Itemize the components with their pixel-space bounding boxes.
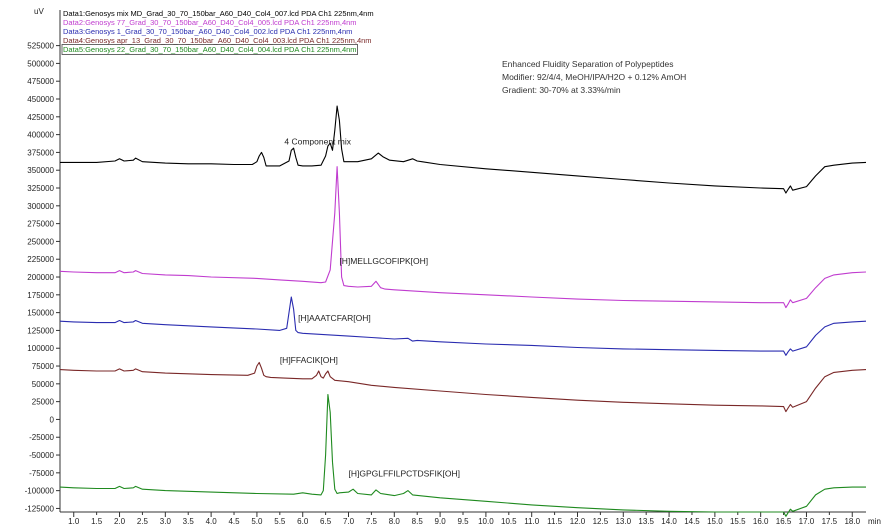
y-tick-label: 150000 xyxy=(27,309,54,318)
y-tick-label: 75000 xyxy=(32,362,55,371)
trace-annotation-5: [H]GPGLFFILPCTDSFIK[OH] xyxy=(349,468,460,478)
trace-annotation-3: [H]AAATCFAR[OH] xyxy=(298,313,371,323)
axes-layer: uV -125000 -100000 -75000 -50000 -25000 0 25000… xyxy=(25,7,881,526)
legend-entry-5: Data5:Genosys 22_Grad_30_70_150bar_A60_D… xyxy=(63,45,357,54)
y-tick-label: 525000 xyxy=(27,42,54,51)
x-tick-label: 9.0 xyxy=(435,517,447,525)
x-tick-label: 4.0 xyxy=(206,517,218,525)
series-trace-5 xyxy=(59,393,866,517)
x-tick-label: 8.0 xyxy=(389,517,401,525)
x-tick-label: 17.0 xyxy=(799,517,815,525)
x-tick-label: 13.5 xyxy=(638,517,654,525)
legend-layer: Data1:Genosys mix MD_Grad_30_70_150bar_A… xyxy=(61,9,374,55)
y-tick-label: 25000 xyxy=(32,398,55,407)
x-tick-label: 3.0 xyxy=(160,517,172,525)
x-tick-label: 11.5 xyxy=(547,517,563,525)
y-tick-label: 175000 xyxy=(27,291,54,300)
series-trace-3 xyxy=(59,296,867,356)
series-trace-4 xyxy=(59,361,867,413)
y-tick-label: -125000 xyxy=(25,504,55,513)
trace-annotation-1: 4 Component mix xyxy=(284,137,351,147)
x-tick-label: 10.5 xyxy=(501,517,517,525)
legend-entry-2: Data2:Genosys 77_Grad_30_70_150bar_A60_D… xyxy=(63,18,357,27)
x-tick-label: 7.0 xyxy=(343,517,355,525)
y-tick-label: -75000 xyxy=(29,469,54,478)
x-tick-label: 13.0 xyxy=(615,517,631,525)
legend-entry-1: Data1:Genosys mix MD_Grad_30_70_150bar_A… xyxy=(63,9,374,18)
y-tick-label: 50000 xyxy=(32,380,55,389)
method-note-3: Gradient: 30-70% at 3.33%/min xyxy=(502,85,621,95)
notes-layer: Enhanced Fluidity Separation of Polypept… xyxy=(502,59,686,95)
legend-selection-box xyxy=(61,44,358,55)
y-tick-label: 0 xyxy=(50,415,55,424)
y-tick-label: 100000 xyxy=(27,344,54,353)
trace-annotation-2: [H]MELLGCOFIPK[OH] xyxy=(339,256,428,266)
y-tick-label: -50000 xyxy=(29,451,54,460)
x-tick-label: 12.5 xyxy=(593,517,609,525)
x-tick-label: 4.5 xyxy=(228,517,240,525)
x-tick-label: 16.5 xyxy=(776,517,792,525)
y-tick-label: 450000 xyxy=(27,95,54,104)
y-tick-label: 425000 xyxy=(27,113,54,122)
y-unit-label: uV xyxy=(34,7,44,16)
method-note-2: Modifier: 92/4/4, MeOH/IPA/H2O + 0.12% A… xyxy=(502,72,686,82)
x-tick-label: 8.5 xyxy=(412,517,424,525)
y-tick-label: 475000 xyxy=(27,77,54,86)
x-tick-label: 15.5 xyxy=(730,517,746,525)
y-tick-label: -25000 xyxy=(29,433,54,442)
x-tick-label: 5.0 xyxy=(251,517,263,525)
y-tick-label: 500000 xyxy=(27,59,54,68)
x-tick-label: 6.5 xyxy=(320,517,332,525)
x-tick-label: 14.0 xyxy=(661,517,677,525)
x-tick-label: 5.5 xyxy=(274,517,286,525)
x-tick-label: 6.0 xyxy=(297,517,309,525)
x-tick-label: 2.5 xyxy=(137,517,149,525)
y-tick-label: 225000 xyxy=(27,255,54,264)
y-tick-label: 250000 xyxy=(27,237,54,246)
y-tick-label: 275000 xyxy=(27,220,54,229)
x-tick-label: 11.0 xyxy=(524,517,540,525)
x-tick-label: 14.5 xyxy=(684,517,700,525)
y-tick-label: 300000 xyxy=(27,202,54,211)
annotation-layer: 4 Component mix [H]MELLGCOFIPK[OH] [H]AAAT… xyxy=(280,137,460,479)
x-tick-label: 12.0 xyxy=(570,517,586,525)
x-tick-label: 1.0 xyxy=(68,517,80,525)
legend-entry-3: Data3:Genosys 1_Grad_30_70_150bar_A60_D4… xyxy=(63,27,352,36)
x-tick-label: 1.5 xyxy=(91,517,103,525)
series-trace-2 xyxy=(59,166,867,309)
x-tick-label: 2.0 xyxy=(114,517,126,525)
x-unit-label: min xyxy=(868,517,881,525)
x-tick-label: 16.0 xyxy=(753,517,769,525)
series-trace-1 xyxy=(60,105,867,194)
x-tick-label: 3.5 xyxy=(183,517,195,525)
trace-annotation-4: [H]FFACIK[OH] xyxy=(280,355,338,365)
x-tick-label: 18.0 xyxy=(844,517,860,525)
x-tick-label: 17.5 xyxy=(822,517,838,525)
y-tick-label: 325000 xyxy=(27,184,54,193)
series-layer xyxy=(59,105,867,517)
x-tick-label: 7.5 xyxy=(366,517,378,525)
legend-entry-4: Data4:Genosys apr_13_Grad_30_70_150bar_A… xyxy=(63,36,372,45)
y-tick-label: 200000 xyxy=(27,273,54,282)
x-tick-label: 9.5 xyxy=(457,517,469,525)
x-tick-label: 15.0 xyxy=(707,517,723,525)
y-tick-label: 125000 xyxy=(27,326,54,335)
method-note-1: Enhanced Fluidity Separation of Polypept… xyxy=(502,59,674,69)
x-tick-label: 10.0 xyxy=(478,517,494,525)
y-tick-label: 350000 xyxy=(27,166,54,175)
y-tick-label: -100000 xyxy=(25,487,55,496)
y-tick-label: 400000 xyxy=(27,131,54,140)
y-tick-label: 375000 xyxy=(27,148,54,157)
